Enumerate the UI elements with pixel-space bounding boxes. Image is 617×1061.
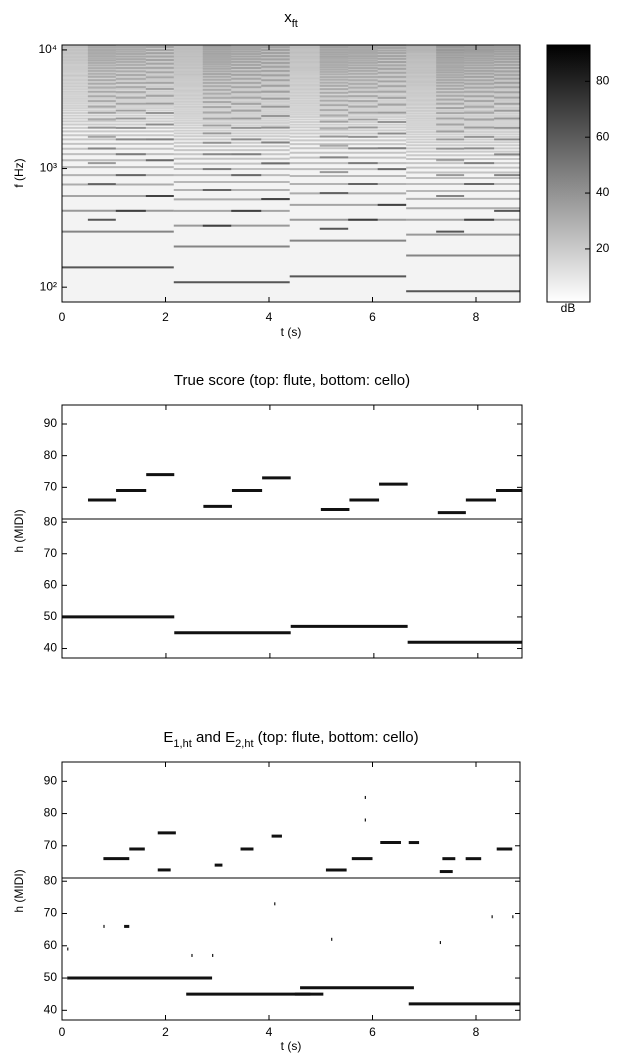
- colorbar-tick-label: 80: [596, 73, 610, 87]
- chart-title: xft: [284, 9, 298, 30]
- y-tick-label: 80: [44, 873, 58, 887]
- y-tick-label: 40: [44, 641, 58, 655]
- x-axis-label: t (s): [281, 325, 302, 339]
- y-tick-label: 60: [44, 578, 58, 592]
- y-tick-label: 10³: [40, 161, 57, 175]
- x-tick-label: 8: [473, 310, 480, 324]
- y-tick-label: 10²: [40, 279, 57, 293]
- y-axis-label: h (MIDI): [12, 869, 26, 912]
- y-tick-label: 80: [44, 448, 58, 462]
- colorbar-label: dB: [561, 301, 576, 315]
- title-subscript: 2,ht: [235, 738, 253, 750]
- title-text: E: [163, 729, 173, 746]
- y-tick-label: 80: [44, 514, 58, 528]
- x-tick-label: 2: [162, 310, 169, 324]
- x-tick-label: 4: [266, 1025, 273, 1039]
- x-tick-label: 4: [266, 310, 273, 324]
- y-axis-label: f (Hz): [12, 158, 26, 187]
- y-tick-label: 70: [44, 838, 58, 852]
- y-axis-label: h (MIDI): [12, 509, 26, 552]
- chart-title: E1,ht and E2,ht (top: flute, bottom: cel…: [163, 729, 418, 750]
- x-tick-label: 6: [369, 310, 376, 324]
- x-tick-label: 6: [369, 1025, 376, 1039]
- y-tick-label: 40: [44, 1002, 58, 1016]
- x-tick-label: 2: [162, 1025, 169, 1039]
- title-text: and E: [192, 729, 235, 746]
- y-tick-label: 70: [44, 480, 58, 494]
- y-tick-label: 10⁴: [38, 42, 57, 56]
- y-tick-label: 60: [44, 938, 58, 952]
- y-tick-label: 70: [44, 546, 58, 560]
- y-tick-label: 80: [44, 806, 58, 820]
- chart-title: True score (top: flute, bottom: cello): [174, 372, 410, 389]
- y-tick-label: 90: [44, 416, 58, 430]
- y-tick-label: 90: [44, 774, 58, 788]
- x-tick-label: 0: [59, 310, 66, 324]
- colorbar-tick-label: 40: [596, 185, 610, 199]
- title-text: x: [284, 9, 292, 26]
- x-tick-label: 8: [473, 1025, 480, 1039]
- colorbar-tick-label: 20: [596, 241, 610, 255]
- title-text: (top: flute, bottom: cello): [254, 729, 419, 746]
- y-tick-label: 50: [44, 970, 58, 984]
- axes-frame: [61, 761, 521, 1021]
- y-tick-label: 50: [44, 609, 58, 623]
- colorbar-tick-label: 60: [596, 129, 610, 143]
- x-tick-label: 0: [59, 1025, 66, 1039]
- title-subscript: 1,ht: [173, 738, 191, 750]
- y-tick-label: 70: [44, 906, 58, 920]
- spectrogram-background: [62, 45, 520, 302]
- axes-frame: [61, 44, 521, 303]
- title-text: True score (top: flute, bottom: cello): [174, 372, 410, 389]
- x-axis-label: t (s): [281, 1039, 302, 1053]
- colorbar: [546, 44, 591, 303]
- axes-frame: [61, 404, 523, 659]
- title-subscript: ft: [292, 18, 298, 30]
